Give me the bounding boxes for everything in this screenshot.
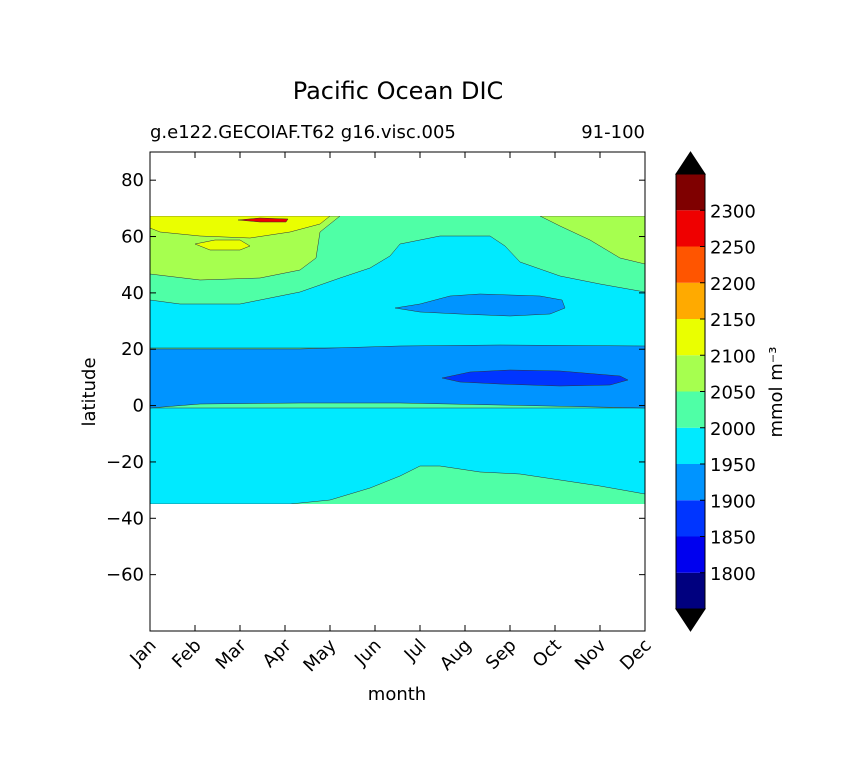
colorbar-swatch [676,464,705,501]
plot-area: Jan Feb Mar Apr May Jun Jul Aug Sep Oct Nov Dec 80 6… [106,151,656,676]
colorbar-tick-label: 2000 [710,419,756,440]
contour-2150-2200 [237,217,289,223]
x-tick-label: Apr [259,635,296,672]
chart-subtitle-right: 91-100 [581,122,645,143]
colorbar-swatch [676,282,705,319]
chart-title: Pacific Ocean DIC [293,77,504,105]
contour-2100-2150-patch [194,239,251,251]
colorbar-tick-label: 1950 [710,455,756,476]
colorbar-tick-label: 1850 [710,528,756,549]
chart-subtitle-left: g.e122.GECOIAF.T62 g16.visc.005 [150,122,456,143]
x-tick-label: Feb [168,635,205,672]
x-tick-label: Mar [212,635,251,674]
x-tick-label: Jun [350,635,385,670]
y-tick-label: −40 [106,508,144,529]
y-axis-label: latitude [79,357,100,426]
x-tick-label: Oct [529,635,566,672]
y-tick-label: −60 [106,565,144,586]
colorbar-swatch [676,246,705,283]
y-tick-label: 0 [133,396,144,417]
plot-frame [149,151,646,632]
x-tick-label: Sep [482,635,521,674]
colorbar-swatch [676,572,705,609]
x-tick-label: Jan [125,635,160,670]
colorbar-swatch [676,174,705,211]
colorbar-tick-label: 1900 [710,491,756,512]
x-tick-label: Jul [400,635,431,666]
colorbar-under-triangle [675,608,706,632]
y-tick-label: −20 [106,452,144,473]
y-axis: 80 60 40 20 0 −20 −40 −60 [106,170,645,586]
x-tick-label: Dec [616,635,655,674]
contour-1850-1900 [441,369,629,387]
x-tick-label: Nov [571,635,611,675]
contour-1900-1950-equatorial [150,344,645,409]
colorbar-label: mmol m⁻³ [766,346,787,437]
colorbar-tick-label: 2300 [710,201,756,222]
x-axis-label: month [368,684,426,705]
y-tick-label: 80 [121,170,144,191]
contour-1950-2000-north [150,235,645,349]
colorbar-swatch [676,536,705,573]
colorbar-swatch [676,319,705,356]
colorbar-swatch [676,500,705,537]
colorbar-swatch [676,427,705,464]
contour-fills [150,216,645,504]
contour-1900-1950-patch [394,293,566,317]
colorbar-swatch [676,210,705,247]
colorbar-tick-label: 2100 [710,346,756,367]
colorbar-swatch [676,355,705,392]
colorbar: 1800 1850 1900 1950 2000 2050 2100 2150 2200 2250… [675,151,756,632]
y-tick-label: 40 [121,283,144,304]
colorbar-tick-label: 2200 [710,274,756,295]
colorbar-tick-label: 2150 [710,310,756,331]
x-tick-label: Aug [436,635,476,675]
colorbar-tick-label: 2250 [710,238,756,259]
contour-2050-2100-north-east [539,216,645,265]
y-tick-label: 60 [121,227,144,248]
x-tick-label: May [299,635,340,676]
colorbar-swatch [676,391,705,428]
colorbar-tick-label: 1800 [710,564,756,585]
contour-1950-2000-south [150,407,645,504]
y-tick-label: 20 [121,339,144,360]
colorbar-over-triangle [675,151,706,175]
colorbar-tick-label: 2050 [710,383,756,404]
